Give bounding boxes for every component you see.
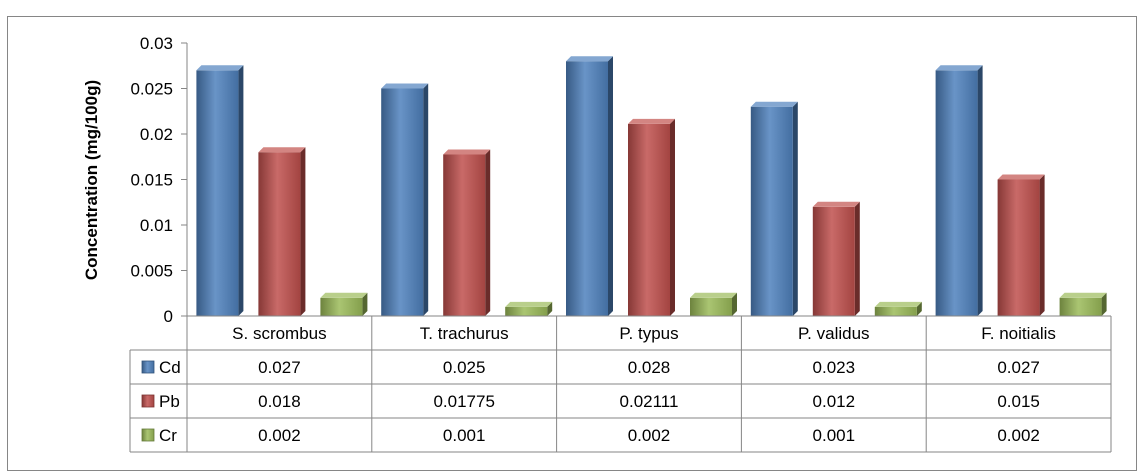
- y-tick-label: 0: [164, 307, 173, 326]
- x-category-label: S. scrombus: [232, 324, 326, 343]
- legend-label-pb: Pb: [159, 392, 180, 411]
- bar-pb-0: [258, 147, 306, 316]
- legend-key-cd: [141, 360, 155, 374]
- bars-layer: [196, 56, 1107, 317]
- x-category-label: T. trachurus: [420, 324, 509, 343]
- bar-pb-2: [628, 118, 675, 316]
- bar-cd-3: [750, 101, 798, 316]
- legend-key-cr: [141, 428, 155, 442]
- data-table-cell: 0.012: [813, 392, 856, 411]
- x-category-label: P. typus: [619, 324, 678, 343]
- data-table-cell: 0.01775: [433, 392, 494, 411]
- x-category-label: F. noitialis: [981, 324, 1056, 343]
- data-table-cell: 0.025: [443, 358, 486, 377]
- data-table-cell: 0.002: [628, 426, 671, 445]
- y-tick-label: 0.01: [140, 216, 173, 235]
- data-table-cell: 0.002: [258, 426, 301, 445]
- legend-key-pb: [141, 394, 155, 408]
- data-table-cell: 0.015: [997, 392, 1040, 411]
- y-tick-label: 0.005: [130, 262, 173, 281]
- bar-pb-3: [812, 201, 860, 316]
- legend-label-cr: Cr: [159, 426, 177, 445]
- data-table: S. scrombus T. trachurus P. typus P. validu…: [129, 315, 1112, 453]
- data-table-cell: 0.023: [813, 358, 856, 377]
- x-category-label: P. validus: [798, 324, 870, 343]
- data-table-cell: 0.001: [443, 426, 486, 445]
- data-table-cell: 0.028: [628, 358, 671, 377]
- bar-cr-2: [690, 292, 737, 316]
- data-table-cell: 0.027: [258, 358, 301, 377]
- legend-label-cd: Cd: [159, 358, 181, 377]
- data-table-cell: 0.02111: [620, 392, 679, 411]
- data-table-cell: 0.001: [813, 426, 856, 445]
- bar-cr-4: [1059, 292, 1107, 316]
- y-tick-label: 0.025: [130, 80, 173, 99]
- bar-cr-3: [874, 301, 922, 316]
- y-tick-label: 0.02: [140, 125, 173, 144]
- bar-cd-1: [381, 83, 429, 316]
- data-table-cell: 0.018: [258, 392, 301, 411]
- bar-cr-1: [505, 301, 553, 316]
- y-tick-label: 0.03: [140, 34, 173, 53]
- bar-pb-4: [997, 174, 1045, 316]
- bar-pb-1: [443, 149, 491, 316]
- y-tick-label: 0.015: [130, 171, 173, 190]
- data-table-cell: 0.027: [997, 358, 1040, 377]
- bar-cd-4: [935, 65, 983, 316]
- data-table-cell: 0.002: [997, 426, 1040, 445]
- bar-cr-0: [320, 292, 368, 316]
- y-axis-label: Concentration (mg/100g): [82, 80, 101, 280]
- bar-cd-0: [196, 65, 244, 316]
- bar-cd-2: [566, 56, 613, 317]
- axis-layer: 0 0.005 0.01 0.015 0.02 0.025 0.03: [130, 34, 188, 326]
